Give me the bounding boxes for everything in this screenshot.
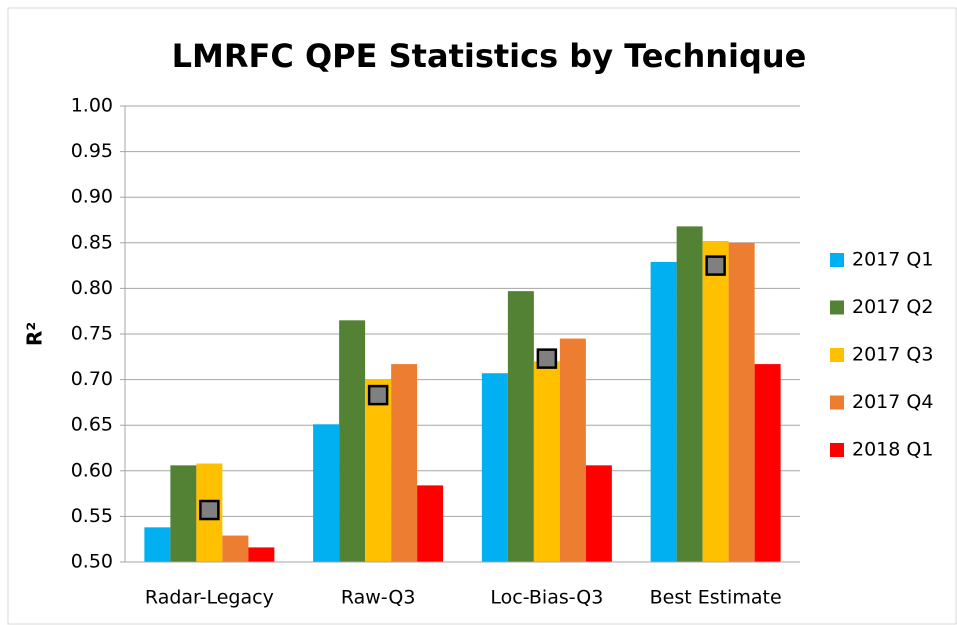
x-tick-label: Best Estimate [650, 587, 782, 609]
marker [367, 384, 389, 406]
marker [536, 348, 558, 369]
bar [365, 379, 392, 562]
y-tick-label: 1.00 [71, 95, 113, 117]
bar [728, 242, 755, 563]
bar [676, 226, 703, 562]
bar [533, 361, 560, 562]
bar [339, 320, 366, 562]
x-tick-label: Radar-Legacy [145, 587, 274, 609]
y-axis-label: R² [23, 322, 47, 346]
y-tick-label: 0.75 [71, 323, 113, 345]
bar [170, 465, 197, 562]
bar [702, 240, 729, 562]
bar [507, 291, 534, 562]
bar [222, 535, 249, 562]
bar [417, 485, 444, 562]
legend-swatch [830, 348, 844, 362]
y-tick-label: 0.60 [71, 459, 113, 481]
legend-label: 2017 Q3 [852, 344, 933, 366]
y-tick-label: 0.95 [71, 140, 113, 162]
legend-swatch [830, 443, 844, 457]
chart-title: LMRFC QPE Statistics by Technique [172, 37, 807, 75]
legend-label: 2017 Q2 [852, 296, 933, 318]
legend-label: 2017 Q4 [852, 391, 933, 413]
legend-label: 2018 Q1 [852, 439, 933, 461]
bar [313, 424, 340, 562]
bar [248, 547, 275, 562]
bar [754, 364, 781, 562]
chart-border [7, 7, 957, 625]
y-tick-label: 0.50 [71, 551, 113, 573]
marker [199, 499, 220, 521]
x-tick-label: Loc-Bias-Q3 [490, 587, 603, 609]
bar [391, 364, 418, 562]
y-tick-label: 0.85 [71, 231, 113, 253]
y-tick-label: 0.80 [71, 277, 113, 299]
legend-swatch [830, 300, 844, 315]
bar [559, 338, 586, 562]
bar [650, 261, 677, 562]
y-tick-label: 0.55 [71, 505, 113, 527]
bar [585, 465, 612, 562]
y-tick-label: 0.90 [71, 186, 113, 208]
legend-swatch [830, 253, 844, 267]
y-tick-label: 0.70 [71, 368, 113, 390]
legend-swatch [830, 395, 844, 410]
bar [481, 373, 508, 562]
x-tick-label: Raw-Q3 [341, 587, 416, 609]
marker [705, 255, 726, 276]
bar [144, 527, 171, 562]
y-tick-label: 0.65 [71, 414, 113, 436]
legend-label: 2017 Q1 [852, 249, 933, 271]
